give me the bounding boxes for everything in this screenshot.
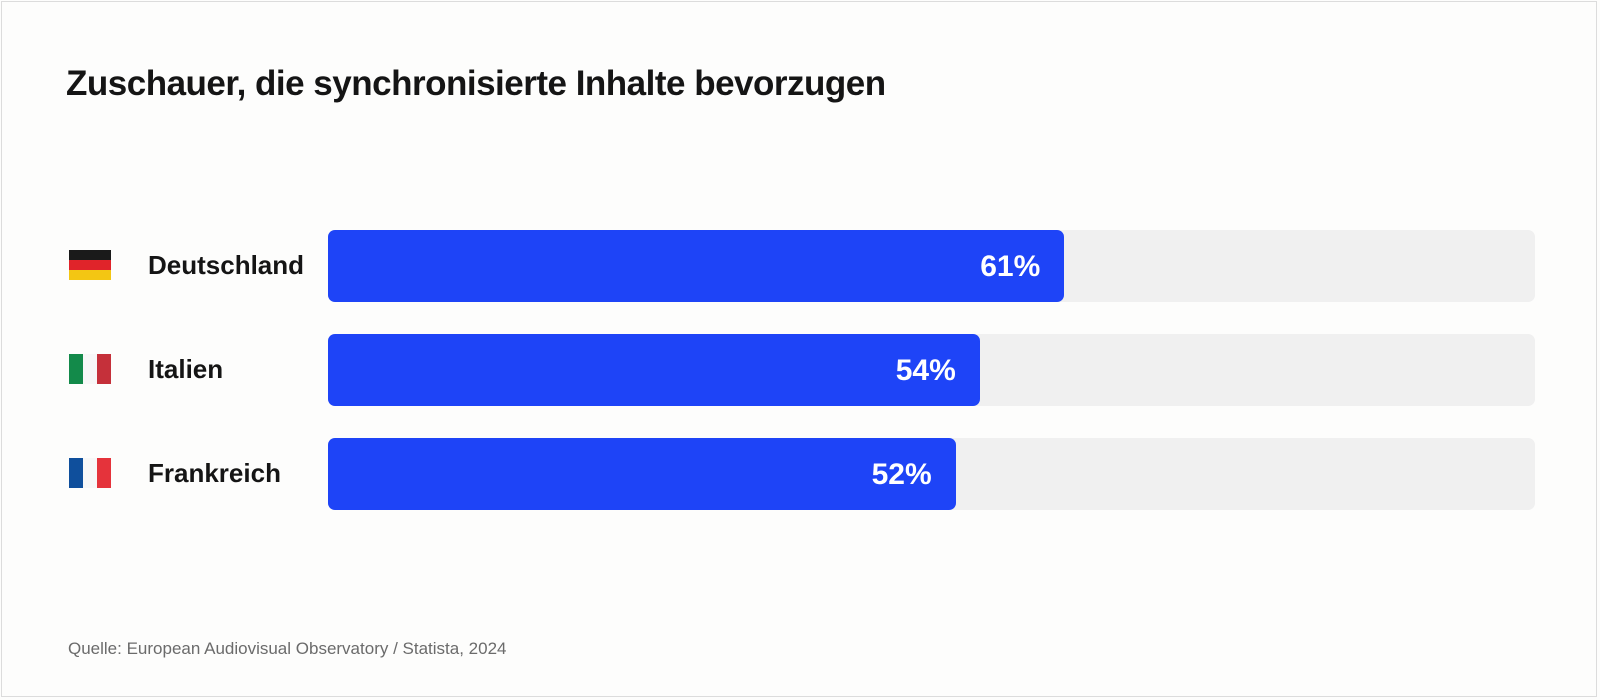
germany-flag-icon [69,250,111,280]
value-label: 54% [895,354,956,387]
bar-track: 61% [328,230,1535,302]
bar-row: Frankreich 52% [2,438,1600,510]
bar: 52% [328,438,956,510]
source-note: Quelle: European Audiovisual Observatory… [68,639,507,658]
bar-track: 54% [328,334,1535,406]
france-flag-icon [69,458,111,488]
bar-row: Italien 54% [2,334,1600,406]
bar-track: 52% [328,438,1535,510]
italy-flag-icon [69,354,111,384]
category-label: Deutschland [148,250,305,280]
category-label: Frankreich [148,458,281,488]
bar-row: Deutschland 61% [2,230,1600,302]
chart-title: Zuschauer, die synchronisierte Inhalte b… [66,64,886,103]
value-label: 61% [980,250,1041,283]
bar: 54% [328,334,980,406]
value-label: 52% [871,458,932,491]
category-label: Italien [148,354,224,384]
bar: 61% [328,230,1065,302]
